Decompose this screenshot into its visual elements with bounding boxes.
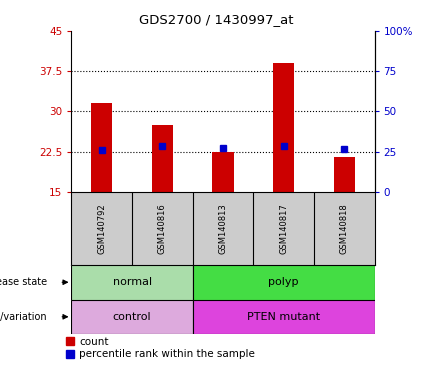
Bar xyxy=(334,157,355,192)
Text: GDS2700 / 1430997_at: GDS2700 / 1430997_at xyxy=(139,13,294,26)
Bar xyxy=(91,103,113,192)
Bar xyxy=(71,265,193,300)
Bar xyxy=(193,265,375,300)
Bar xyxy=(71,300,193,334)
Bar xyxy=(193,300,375,334)
Text: normal: normal xyxy=(113,277,152,287)
Text: disease state: disease state xyxy=(0,277,47,287)
Text: polyp: polyp xyxy=(268,277,299,287)
Text: PTEN mutant: PTEN mutant xyxy=(247,312,320,322)
Text: GSM140792: GSM140792 xyxy=(97,203,106,254)
Legend: count, percentile rank within the sample: count, percentile rank within the sample xyxy=(66,337,255,359)
Text: control: control xyxy=(113,312,152,322)
Text: GSM140813: GSM140813 xyxy=(219,203,227,254)
Bar xyxy=(213,152,234,192)
Text: GSM140816: GSM140816 xyxy=(158,203,167,254)
Text: GSM140817: GSM140817 xyxy=(279,203,288,254)
Text: GSM140818: GSM140818 xyxy=(340,203,349,254)
Bar xyxy=(152,125,173,192)
Bar xyxy=(273,63,294,192)
Text: genotype/variation: genotype/variation xyxy=(0,312,47,322)
